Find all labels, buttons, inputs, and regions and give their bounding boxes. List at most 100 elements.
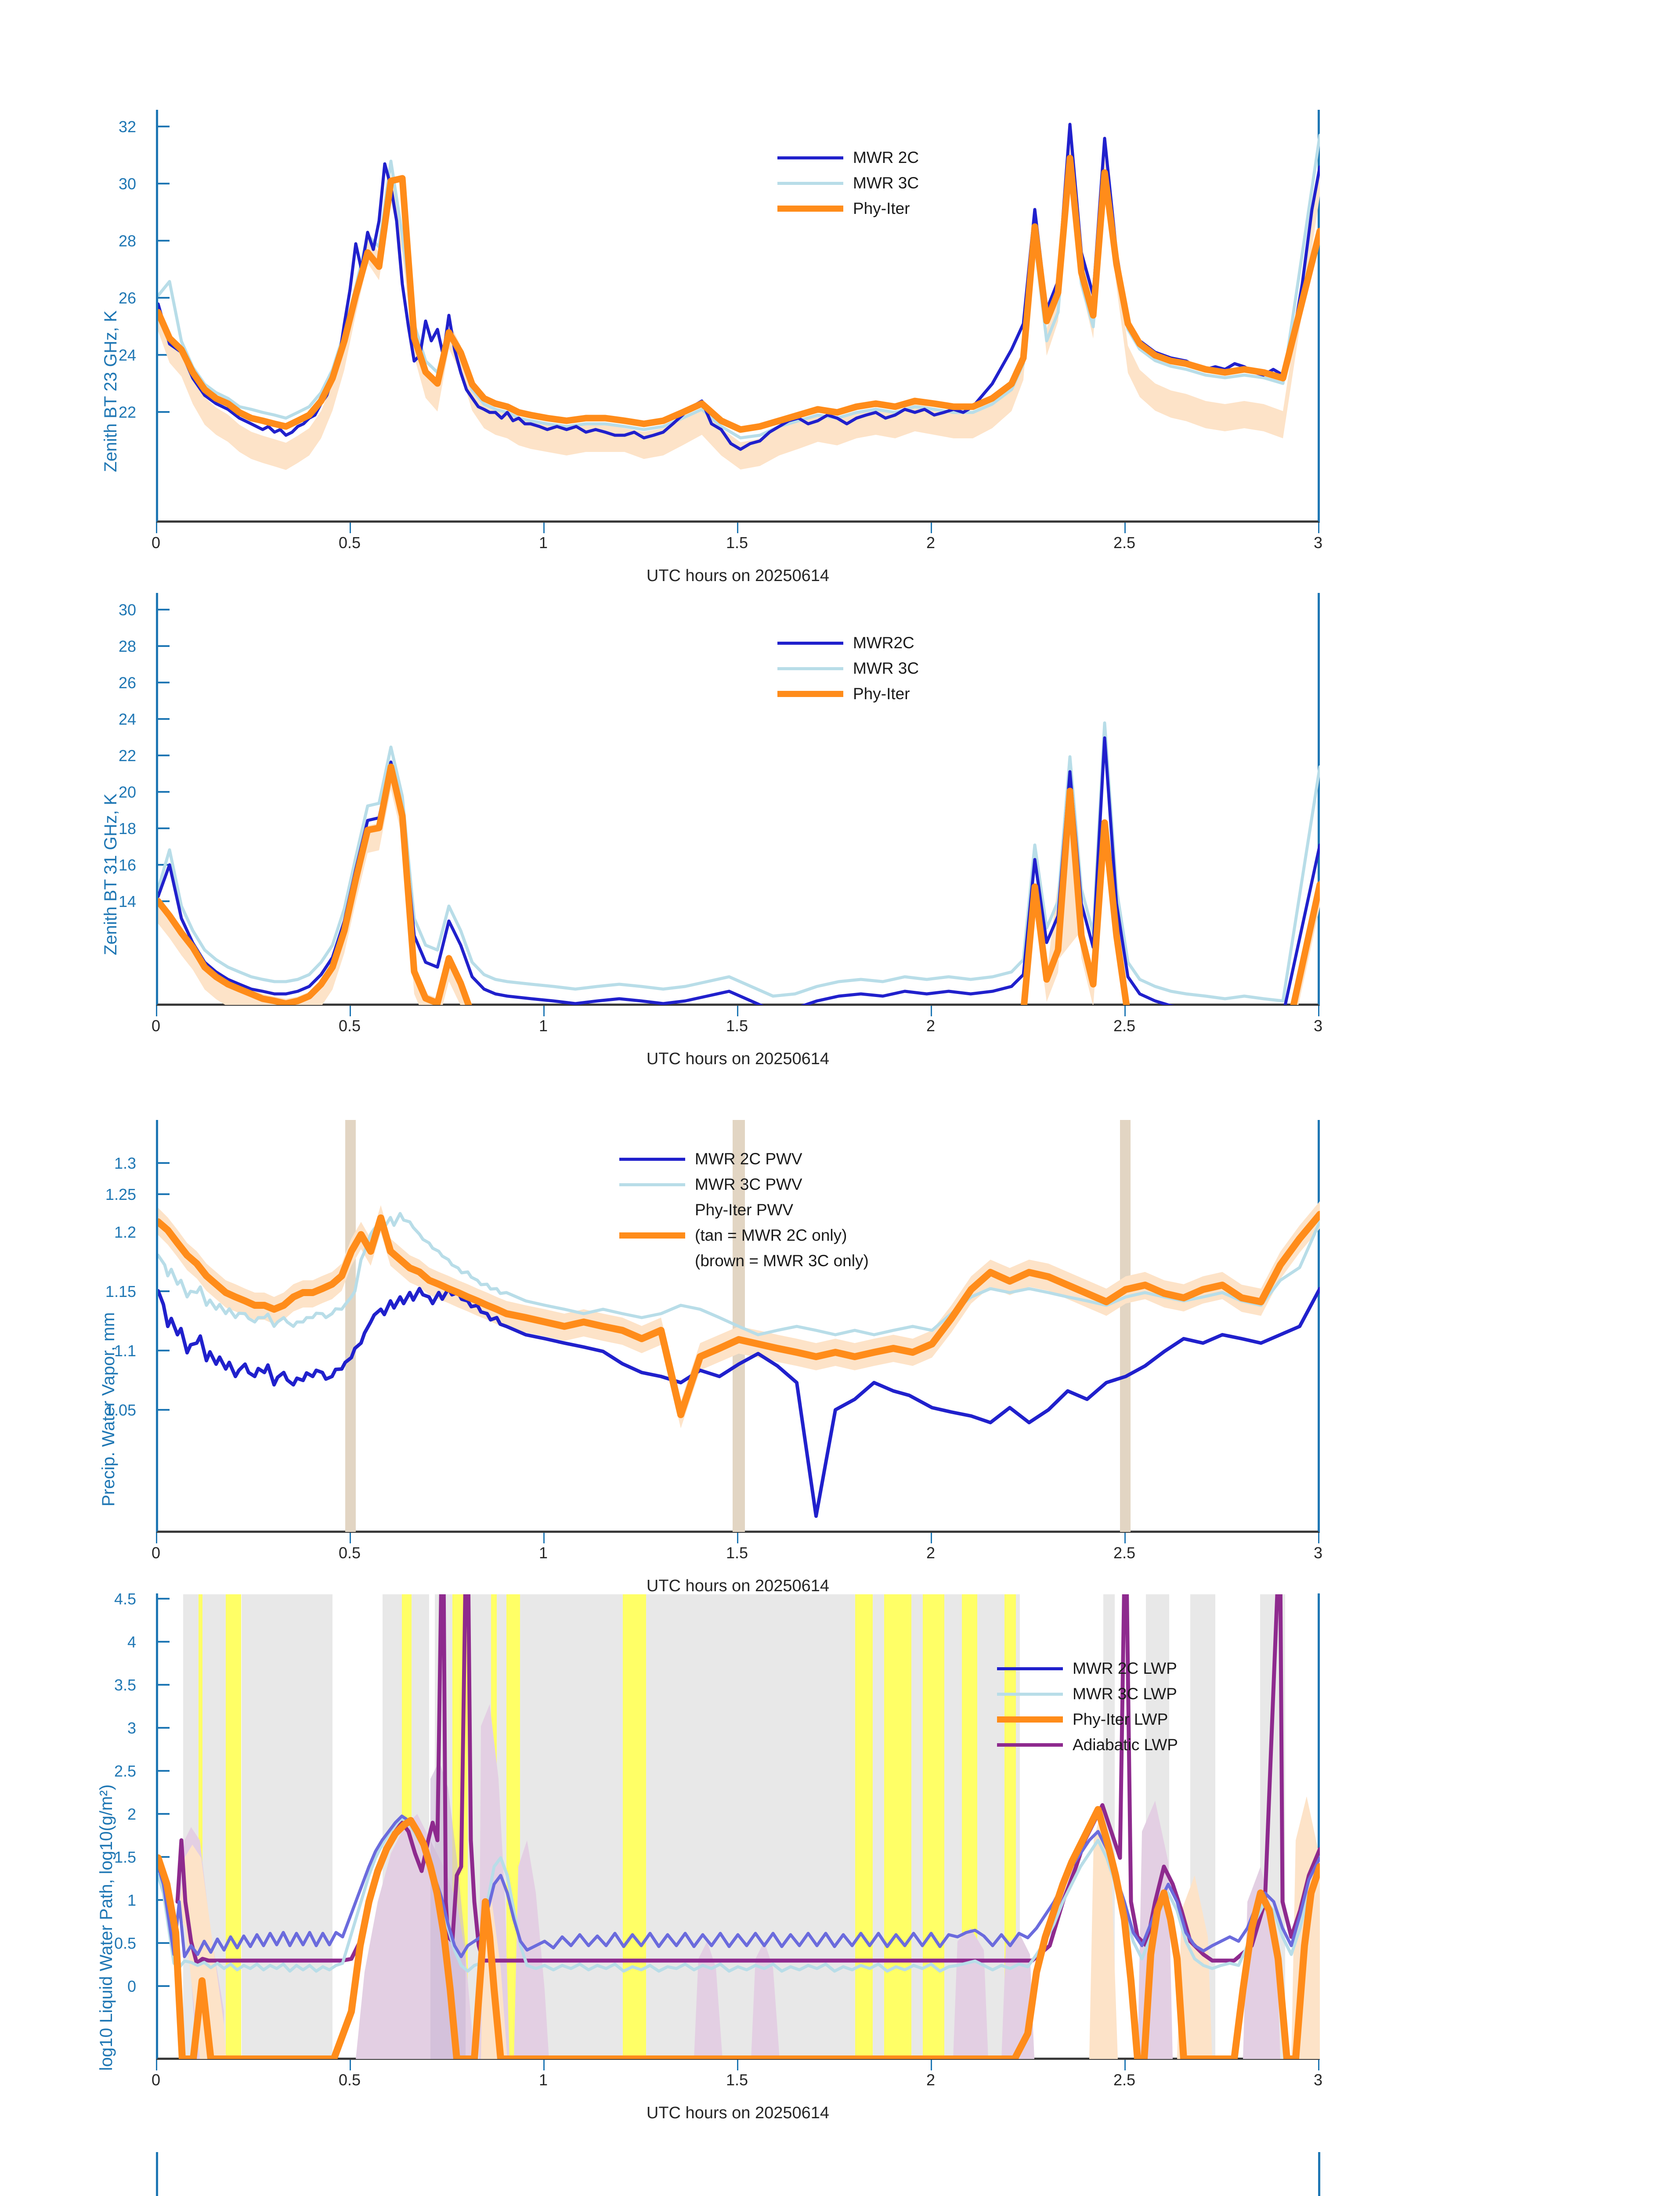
panel-bt31-ytick-7: 16 [118, 856, 136, 874]
panel-pwv-ytick-0: 1.3 [114, 1154, 136, 1172]
panel-bt23-tick-22 [158, 411, 170, 413]
legend-swatch-mwr2c-pwv [619, 1157, 685, 1161]
panel-pwv-tick-125 [158, 1193, 170, 1195]
panel-bt31-xtick-3: 1.5 [726, 1017, 748, 1035]
panel-pwv-svg [158, 1120, 1320, 1532]
panel-pwv-ytick-2: 1.2 [114, 1223, 136, 1241]
panel-pwv-xtick-mark-2 [543, 1533, 545, 1543]
panel-bt31-ytick-5: 20 [118, 783, 136, 801]
bt31-mwr2c-line [158, 736, 1320, 1005]
panel-pwv-xtick-mark-5 [1124, 1533, 1126, 1543]
legend-label-tan-note: (tan = MWR 2C only) [695, 1226, 847, 1244]
panel-bt23-tick-30 [158, 183, 170, 184]
panel-bt31-xtick-2: 1 [538, 1017, 548, 1035]
panel-bt31-tick-24 [158, 718, 170, 720]
panel-bt31-tick-14 [158, 900, 170, 902]
panel-bt31-xtick-mark-2 [543, 1006, 545, 1016]
panel-lwp-ytick-6: 1.5 [114, 1848, 136, 1866]
panel-bt31-tick-20 [158, 791, 170, 793]
panel-bt23-legend: MWR 2C MWR 3C Phy-Iter [777, 145, 919, 221]
panel-bt31-tick-18 [158, 827, 170, 829]
panel-lwp-tick-25 [158, 1770, 170, 1772]
panel-pwv: Precip. Water Vapor, mm 1.3 1.25 1.2 1.1… [0, 1010, 1680, 1616]
legend-swatch-phyiter [777, 206, 843, 212]
panel-bt31-xlabel: UTC hours on 20250614 [646, 1050, 830, 1068]
panel-dqflag-ytick-0: 10 [86, 2195, 136, 2196]
panel-pwv-xtick-mark-0 [156, 1533, 157, 1543]
panel-lwp-ytick-8: 0.5 [114, 1934, 136, 1952]
bt23-phyiter-uncertainty-band [158, 143, 1320, 470]
lwp-mwr2c-line [158, 1814, 1320, 1958]
panel-pwv-xtick-6: 3 [1313, 1544, 1323, 1562]
legend-label-mwr3c-pwv: MWR 3C PWV [695, 1175, 802, 1193]
legend-item-mwr2c: MWR 2C [777, 145, 919, 170]
legend-swatch-mwr3c [777, 181, 843, 185]
panel-lwp-xtick-mark-5 [1124, 2060, 1126, 2070]
panel-dqflag-plot-frame [156, 2152, 1320, 2196]
legend-item-mwr2c-pwv: MWR 2C PWV [619, 1146, 802, 1172]
panel-bt23-plot-frame [156, 110, 1320, 523]
pwv-tan-band-3 [1120, 1120, 1131, 1532]
panel-bt31-xtick-mark-0 [156, 1006, 157, 1016]
panel-lwp-ylabel: log10 Liquid Water Path, log10(g/m²) [97, 1784, 116, 2071]
panel-lwp-tick-20 [158, 1813, 170, 1815]
panel-bt31-xtick-6: 3 [1313, 1017, 1323, 1035]
legend-item-mwr3c-lwp: MWR 3C LWP [997, 1681, 1177, 1707]
panel-pwv-ytick-4: 1.1 [114, 1342, 136, 1360]
panel-bt23-xtick-mark-3 [737, 523, 738, 533]
panel-bt23-xtick-6: 3 [1313, 534, 1323, 552]
panel-lwp-xtick-mark-6 [1318, 2060, 1319, 2070]
panel-lwp-ytick-7: 1 [127, 1891, 136, 1909]
lwp-mwr3c-line [158, 1817, 1320, 1973]
legend-item-mwr3c-pwv: MWR 3C PWV [619, 1172, 802, 1197]
panel-pwv-tick-130 [158, 1162, 170, 1164]
panel-bt31: Zenith BT 31 GHz, K 30 28 26 24 22 20 18… [0, 483, 1680, 1089]
panel-bt23-xtick-0: 0 [151, 534, 161, 552]
panel-bt23-xtick-1: 0.5 [338, 534, 361, 552]
panel-lwp-tick-00 [158, 1985, 170, 1987]
panel-bt23-xtick-2: 1 [538, 534, 548, 552]
legend-label-phyiter: Phy-Iter [853, 685, 910, 703]
legend-swatch-phyiter [777, 691, 843, 697]
panel-pwv-ytick-1: 1.25 [105, 1185, 136, 1203]
panel-bt31-ytick-2: 26 [118, 674, 136, 692]
legend-item-mwr2c: MWR2C [777, 630, 919, 656]
legend-label-phyiter: Phy-Iter [853, 199, 910, 217]
panel-dqflag-right-spine [1318, 2152, 1320, 2196]
panel-pwv-xtick-5: 2.5 [1113, 1544, 1136, 1562]
legend-item-phyiter: Phy-Iter [777, 196, 919, 221]
panel-lwp-tick-35 [158, 1684, 170, 1686]
panel-bt23-ytick-4: 24 [118, 346, 136, 364]
panel-bt23-tick-28 [158, 240, 170, 242]
legend-item-phyiter-lwp: Phy-Iter LWP [997, 1707, 1168, 1732]
legend-label-mwr2c-pwv: MWR 2C PWV [695, 1150, 802, 1168]
legend-label-mwr3c: MWR 3C [853, 174, 919, 192]
panel-bt23-ytick-5: 22 [118, 403, 136, 421]
panel-bt31-tick-28 [158, 645, 170, 647]
panel-pwv-xtick-mark-4 [931, 1533, 932, 1543]
panel-lwp-ytick-1: 4 [127, 1633, 136, 1651]
panel-lwp-ytick-5: 2 [127, 1805, 136, 1823]
panel-bt23-tick-26 [158, 297, 170, 299]
lwp-phyiter-line [158, 1806, 1320, 2059]
pwv-mwr2c-line [158, 1287, 1320, 1518]
panel-bt23: Zenith BT 23 GHz, K 32 30 28 26 24 22 MW… [0, 0, 1680, 606]
panel-pwv-xlabel: UTC hours on 20250614 [646, 1577, 830, 1595]
panel-bt31-ytick-4: 22 [118, 747, 136, 765]
panel-lwp-ytick-4: 2.5 [114, 1762, 136, 1780]
panel-bt31-plot-frame [156, 593, 1320, 1006]
legend-item-mwr3c: MWR 3C [777, 170, 919, 196]
pwv-phyiter-line [158, 1211, 1320, 1418]
panel-bt23-ytick-1: 30 [118, 175, 136, 193]
legend-item-adiabatic-lwp: Adiabatic LWP [997, 1732, 1178, 1758]
panel-lwp-xtick-3: 1.5 [726, 2071, 748, 2089]
panel-pwv-xtick-2: 1 [538, 1544, 548, 1562]
panel-dqflag-data-area [158, 2152, 1320, 2196]
bt23-phyiter-line [158, 155, 1320, 433]
panel-bt31-tick-26 [158, 682, 170, 683]
panel-bt31-ytick-3: 24 [118, 710, 136, 728]
panel-lwp-tick-15 [158, 1856, 170, 1858]
panel-bt31-tick-30 [158, 609, 170, 610]
legend-swatch-mwr2c-lwp [997, 1667, 1063, 1670]
panel-pwv-xtick-4: 2 [926, 1544, 936, 1562]
